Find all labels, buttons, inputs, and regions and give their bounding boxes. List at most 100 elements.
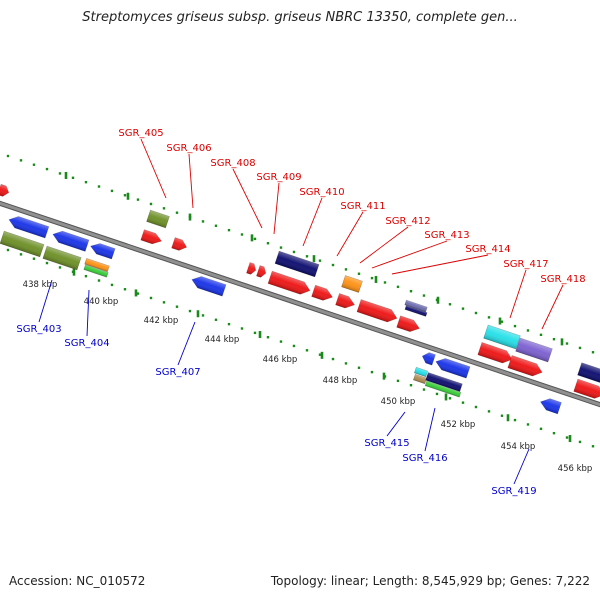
gene-label[interactable]: SGR_405 bbox=[118, 128, 163, 139]
scale-dot bbox=[513, 324, 517, 328]
scale-dot bbox=[32, 257, 36, 260]
scale-dot bbox=[136, 292, 140, 295]
scale-dot bbox=[396, 285, 400, 289]
scale-dot bbox=[175, 305, 179, 308]
gene-arrow[interactable] bbox=[51, 229, 90, 252]
scale-dot bbox=[591, 445, 595, 448]
gene-arrow[interactable] bbox=[477, 342, 514, 365]
scale-dot bbox=[591, 351, 595, 354]
accession-text: Accession: NC_010572 bbox=[9, 574, 146, 588]
gene-arrow[interactable] bbox=[412, 373, 428, 385]
gene-arrow[interactable] bbox=[311, 284, 335, 303]
gene-label[interactable]: SGR_404 bbox=[64, 338, 109, 349]
scale-dot bbox=[292, 250, 296, 254]
gene-leader-line bbox=[391, 254, 489, 275]
gene-arrow[interactable] bbox=[421, 351, 436, 366]
gene-arrow[interactable] bbox=[341, 275, 363, 293]
gene-arrow[interactable] bbox=[483, 324, 521, 350]
scale-tick bbox=[444, 393, 448, 401]
gene-leader-line bbox=[188, 153, 194, 209]
gene-arrow[interactable] bbox=[573, 378, 600, 401]
gene-label[interactable]: SGR_406 bbox=[166, 143, 211, 154]
tick-label: 442 kbp bbox=[144, 316, 179, 326]
scale-dot bbox=[435, 392, 439, 396]
gene-arrow[interactable] bbox=[507, 355, 544, 378]
gene-label[interactable]: SGR_407 bbox=[155, 367, 200, 378]
scale-dot bbox=[487, 316, 491, 319]
gene-label[interactable]: SGR_403 bbox=[16, 324, 61, 335]
gene-arrow[interactable] bbox=[425, 372, 463, 392]
gene-arrow[interactable] bbox=[267, 270, 312, 297]
scale-dot bbox=[58, 172, 62, 175]
gene-label[interactable]: SGR_417 bbox=[503, 259, 548, 270]
scale-dot bbox=[149, 202, 153, 206]
gene-leader-line bbox=[302, 197, 323, 247]
gene-label[interactable]: SGR_416 bbox=[402, 453, 447, 464]
gene-arrow[interactable] bbox=[413, 366, 429, 378]
gene-arrow[interactable] bbox=[246, 262, 257, 276]
gene-arrow[interactable] bbox=[42, 245, 82, 271]
scale-dot bbox=[45, 167, 49, 171]
scale-dot bbox=[357, 366, 361, 369]
tick-label: 446 kbp bbox=[263, 355, 298, 365]
scale-dot bbox=[175, 211, 179, 214]
gene-arrow[interactable] bbox=[83, 264, 109, 278]
gene-label[interactable]: SGR_414 bbox=[465, 244, 510, 255]
gene-arrow[interactable] bbox=[140, 229, 163, 247]
gene-label[interactable]: SGR_415 bbox=[364, 438, 409, 449]
gene-label[interactable]: SGR_418 bbox=[540, 274, 585, 285]
tick-mark-layer bbox=[6, 154, 595, 448]
gene-arrow[interactable] bbox=[539, 396, 562, 415]
scale-dot bbox=[565, 436, 569, 439]
scale-dot bbox=[266, 242, 270, 245]
gene-arrow[interactable] bbox=[171, 237, 189, 253]
gene-arrow[interactable] bbox=[577, 362, 600, 384]
gene-arrow[interactable] bbox=[256, 265, 267, 279]
gene-arrow[interactable] bbox=[396, 315, 422, 334]
gene-arrow[interactable] bbox=[404, 299, 428, 313]
gene-arrow[interactable] bbox=[335, 293, 357, 310]
gene-arrow[interactable] bbox=[274, 250, 320, 278]
backbone bbox=[0, 200, 600, 408]
gene-arrow[interactable] bbox=[190, 274, 227, 297]
gene-arrow[interactable] bbox=[356, 299, 399, 324]
scale-dot bbox=[58, 266, 62, 269]
scale-dot bbox=[422, 388, 426, 391]
scale-tick bbox=[382, 372, 386, 380]
scale-dot bbox=[97, 279, 101, 282]
scale-dot bbox=[422, 294, 426, 297]
scale-dot bbox=[526, 423, 530, 426]
scale-dot bbox=[19, 159, 23, 162]
scale-tick bbox=[374, 275, 378, 283]
scale-dot bbox=[500, 320, 504, 323]
gene-arrow[interactable] bbox=[424, 380, 462, 398]
scale-dot bbox=[565, 342, 569, 345]
scale-tick bbox=[560, 338, 564, 346]
gene-label[interactable]: SGR_419 bbox=[491, 486, 536, 497]
gene-label[interactable]: SGR_408 bbox=[210, 158, 255, 169]
gene-arrow[interactable] bbox=[89, 241, 116, 260]
gene-label[interactable]: SGR_413 bbox=[424, 230, 469, 241]
gene-arrow[interactable] bbox=[84, 257, 110, 273]
gene-arrow[interactable] bbox=[146, 209, 170, 229]
gene-leader-line bbox=[513, 448, 530, 485]
gene-label[interactable]: SGR_410 bbox=[299, 187, 344, 198]
scale-tick bbox=[188, 213, 192, 221]
scale-dot bbox=[162, 301, 166, 304]
scale-dot bbox=[461, 401, 465, 404]
gene-label[interactable]: SGR_411 bbox=[340, 201, 385, 212]
scale-dot bbox=[227, 228, 231, 232]
gene-arrow[interactable] bbox=[404, 305, 428, 317]
gene-arrow[interactable] bbox=[434, 356, 471, 379]
gene-label[interactable]: SGR_412 bbox=[385, 216, 430, 227]
gene-arrow[interactable] bbox=[515, 337, 553, 363]
gene-arrow[interactable] bbox=[0, 230, 45, 258]
tick-label: 448 kbp bbox=[323, 376, 358, 386]
scale-tick bbox=[436, 296, 440, 304]
scale-tick bbox=[498, 317, 502, 325]
gene-arrow[interactable] bbox=[0, 183, 10, 198]
scale-dot bbox=[240, 233, 244, 236]
gene-arrow[interactable] bbox=[7, 214, 50, 239]
gene-label[interactable]: SGR_409 bbox=[256, 172, 301, 183]
